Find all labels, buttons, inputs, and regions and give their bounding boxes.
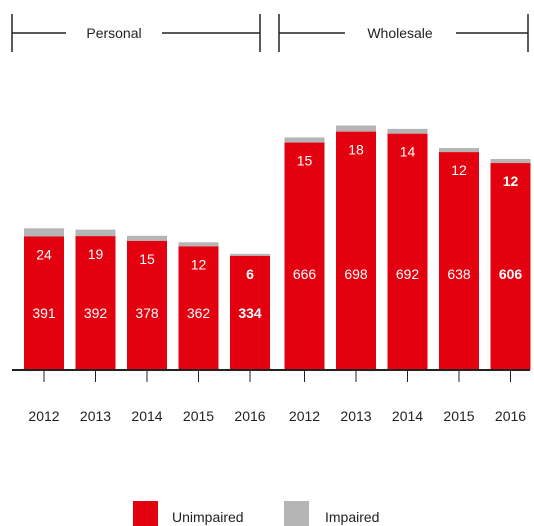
label-unimpaired-3: 362 (187, 305, 211, 321)
group-label-wholesale: Wholesale (367, 25, 433, 41)
legend-label-impaired: Impaired (325, 509, 379, 525)
bar-unimpaired-5 (284, 142, 325, 370)
label-unimpaired-4: 334 (238, 305, 262, 321)
label-unimpaired-6: 698 (344, 266, 368, 282)
label-impaired-6: 18 (348, 142, 364, 158)
bar-unimpaired-3 (178, 246, 219, 370)
label-impaired-4: 6 (246, 266, 254, 282)
label-unimpaired-5: 666 (293, 266, 317, 282)
x-tick-label-6: 2013 (340, 408, 371, 424)
label-impaired-2: 15 (139, 251, 155, 267)
label-unimpaired-2: 378 (135, 305, 159, 321)
bar-unimpaired-6 (336, 131, 376, 370)
bar-impaired-2 (127, 235, 167, 241)
bar-unimpaired-0 (24, 236, 64, 370)
x-axis: 2012 2013 2014 2015 2016 2012 2013 2014 2015 2016 (12, 369, 530, 424)
group-brackets: Personal Wholesale (11, 14, 529, 52)
bar-unimpaired-7 (387, 133, 428, 370)
label-impaired-9: 12 (503, 173, 519, 189)
x-tick-label-5: 2012 (289, 408, 320, 424)
bar-impaired-5 (284, 137, 325, 143)
bar-unimpaired-2 (127, 240, 167, 370)
legend-label-unimpaired: Unimpaired (172, 509, 244, 525)
bar-impaired-7 (387, 128, 428, 134)
label-unimpaired-1: 392 (84, 305, 108, 321)
legend: Unimpaired Impaired (133, 501, 379, 526)
x-tick-label-8: 2015 (443, 408, 474, 424)
bar-unimpaired-8 (439, 152, 479, 370)
label-impaired-0: 24 (36, 246, 52, 262)
bar-impaired-1 (75, 229, 116, 237)
label-impaired-1: 19 (88, 246, 104, 262)
label-unimpaired-9: 606 (499, 266, 523, 282)
x-tick-label-7: 2014 (392, 408, 423, 424)
label-impaired-5: 15 (297, 153, 313, 169)
bars-layer: 24 391 19 392 15 378 12 362 6 334 15 666 18 698 14 692 1… (24, 125, 531, 370)
bar-impaired-9 (490, 158, 531, 164)
x-tick-label-3: 2015 (183, 408, 214, 424)
label-impaired-3: 12 (191, 256, 207, 272)
label-impaired-7: 14 (400, 144, 416, 160)
bar-unimpaired-1 (75, 236, 116, 370)
label-unimpaired-8: 638 (447, 266, 471, 282)
label-unimpaired-7: 692 (396, 266, 420, 282)
x-tick-label-2: 2014 (131, 408, 162, 424)
label-unimpaired-0: 391 (32, 305, 56, 321)
bar-impaired-4 (230, 253, 270, 256)
x-tick-label-0: 2012 (28, 408, 59, 424)
legend-swatch-unimpaired (133, 501, 158, 526)
bar-unimpaired-4 (230, 255, 270, 370)
bar-unimpaired-9 (490, 163, 531, 370)
bar-impaired-6 (336, 125, 376, 132)
legend-swatch-impaired (284, 501, 309, 526)
x-tick-label-4: 2016 (234, 408, 265, 424)
bar-impaired-0 (24, 228, 64, 237)
group-label-personal: Personal (86, 25, 141, 41)
bar-impaired-8 (439, 148, 479, 153)
x-tick-label-9: 2016 (495, 408, 526, 424)
bar-impaired-3 (178, 242, 219, 247)
x-tick-label-1: 2013 (80, 408, 111, 424)
label-impaired-8: 12 (451, 162, 467, 178)
